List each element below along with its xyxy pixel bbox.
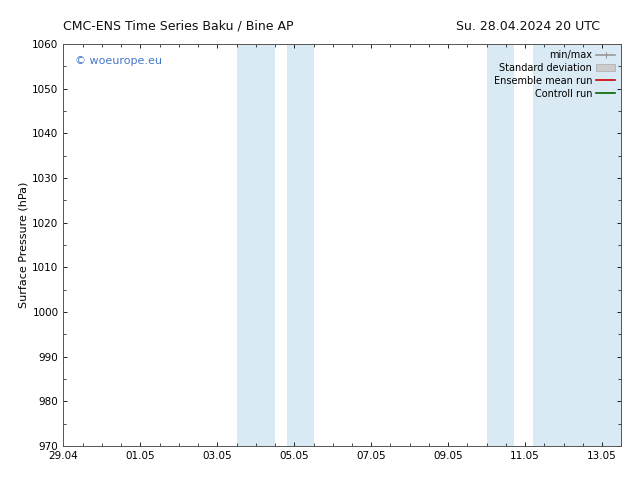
Legend: min/max, Standard deviation, Ensemble mean run, Controll run: min/max, Standard deviation, Ensemble me… — [489, 46, 619, 102]
Y-axis label: Surface Pressure (hPa): Surface Pressure (hPa) — [18, 182, 28, 308]
Bar — [487, 44, 514, 446]
Bar — [533, 44, 621, 446]
Text: Su. 28.04.2024 20 UTC: Su. 28.04.2024 20 UTC — [456, 20, 600, 33]
Bar — [236, 44, 275, 446]
Text: CMC-ENS Time Series Baku / Bine AP: CMC-ENS Time Series Baku / Bine AP — [63, 20, 294, 33]
Text: © woeurope.eu: © woeurope.eu — [75, 56, 162, 66]
Bar — [287, 44, 313, 446]
